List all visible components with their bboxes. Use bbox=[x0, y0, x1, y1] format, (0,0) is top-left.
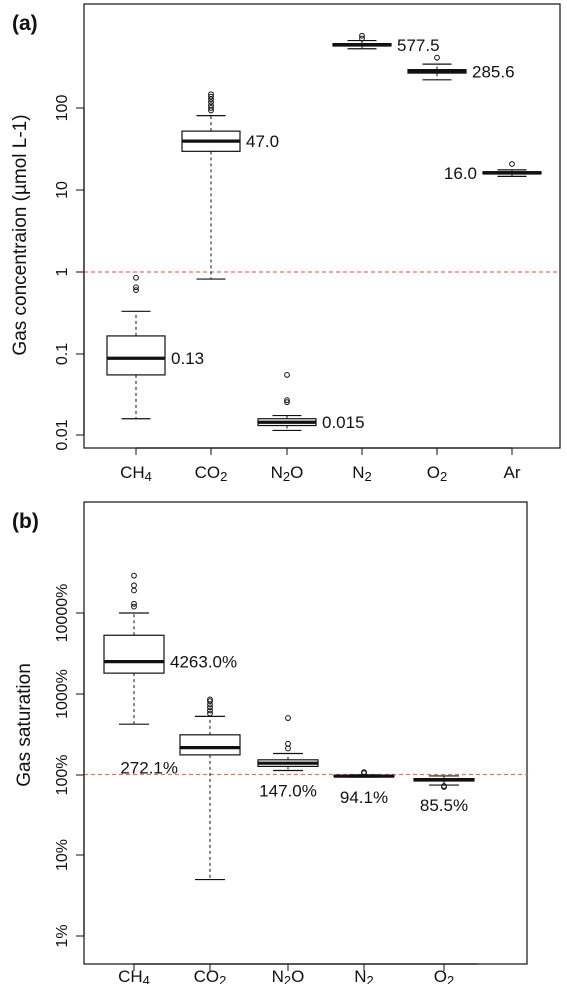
outlier-point bbox=[434, 54, 440, 61]
boxes: 4263.0% 272.1% 147.0% 94.1% 85.5% bbox=[103, 572, 475, 881]
box-iqr bbox=[179, 734, 241, 756]
outlier-point bbox=[133, 287, 139, 294]
outlier-point bbox=[131, 603, 137, 610]
x-tick-label: N2 bbox=[352, 463, 372, 484]
median-annotation: 285.6 bbox=[472, 62, 515, 81]
median-annotation: 147.0% bbox=[259, 782, 317, 801]
median-annotation: 47.0 bbox=[246, 132, 279, 151]
median-annotation: 577.5 bbox=[397, 36, 440, 55]
panel-b: (b) Gas saturation 1% 10% 100% 1000% 100… bbox=[12, 501, 528, 984]
box-iqr bbox=[103, 634, 165, 674]
box-plot: 285.6 bbox=[407, 54, 515, 81]
x-tick-label: N2 bbox=[354, 967, 374, 984]
outlier-point bbox=[284, 397, 290, 404]
panel-label: (a) bbox=[12, 12, 38, 35]
y-tick-label: 1% bbox=[54, 924, 71, 947]
y-axis-label: Gas concentraion (µmol L-1) bbox=[10, 114, 31, 355]
outlier-point bbox=[285, 715, 291, 721]
outlier-point bbox=[207, 707, 213, 714]
outlier-point bbox=[207, 698, 213, 705]
outlier-point bbox=[131, 572, 137, 579]
box-plot: 85.5% bbox=[413, 775, 475, 815]
outlier-point bbox=[285, 740, 291, 747]
median-annotation: 0.13 bbox=[171, 349, 204, 368]
outlier-point bbox=[359, 32, 365, 39]
outlier-point bbox=[208, 91, 214, 98]
y-tick-label: 1000% bbox=[54, 669, 71, 719]
outlier-point bbox=[131, 600, 137, 607]
outlier-point bbox=[207, 696, 213, 703]
panel-a: (a) Gas concentraion (µmol L-1) 0.01 0.1… bbox=[10, 3, 561, 484]
x-tick-label: O2 bbox=[434, 967, 454, 984]
outlier-point bbox=[441, 783, 447, 789]
median-annotation: 94.1% bbox=[340, 788, 388, 807]
outlier-point bbox=[133, 274, 139, 281]
outlier-point bbox=[133, 284, 139, 291]
x-tick-label: CO2 bbox=[195, 463, 228, 484]
outlier-point bbox=[131, 587, 137, 594]
y-axis: 0.01 0.1 1 10 100 bbox=[54, 95, 85, 451]
y-tick-label: 1 bbox=[54, 267, 71, 276]
y-tick-label: 10 bbox=[54, 181, 71, 199]
outlier-point bbox=[361, 769, 367, 776]
box-plot: 47.0 bbox=[181, 91, 279, 280]
y-tick-label: 100 bbox=[54, 95, 71, 122]
y-axis-label: Gas saturation bbox=[14, 663, 35, 787]
box-plot: 4263.0% bbox=[103, 572, 237, 725]
box-plot: 0.015 bbox=[257, 372, 365, 432]
x-tick-label: Ar bbox=[504, 463, 521, 482]
outlier-point bbox=[208, 93, 214, 100]
y-tick-label: 10000% bbox=[54, 584, 71, 643]
x-axis: CH4 CO2 N2O N2 O2 bbox=[118, 963, 478, 984]
boxes: 0.13 47.0 0.015 577.5 285.6 16.0 bbox=[106, 32, 542, 432]
outlier-point bbox=[359, 35, 365, 42]
x-tick-label: O2 bbox=[427, 463, 447, 484]
x-tick-label: N2O bbox=[271, 463, 304, 484]
outlier-point bbox=[207, 710, 213, 717]
outlier-point bbox=[284, 399, 290, 406]
x-tick-label: CH4 bbox=[118, 967, 150, 984]
x-tick-label: CO2 bbox=[194, 967, 227, 984]
x-axis: CH4 CO2 N2O N2 O2 Ar bbox=[120, 447, 521, 484]
y-tick-label: 0.01 bbox=[54, 419, 71, 450]
box-plot: 577.5 bbox=[332, 32, 440, 55]
box-iqr bbox=[106, 335, 166, 376]
x-tick-label: N2O bbox=[272, 967, 305, 984]
outlier-point bbox=[285, 745, 291, 752]
y-tick-label: 100% bbox=[54, 755, 71, 796]
y-tick-label: 10% bbox=[54, 839, 71, 871]
outlier-point bbox=[207, 704, 213, 711]
plot-frame bbox=[83, 501, 528, 965]
box-plot: 0.13 bbox=[106, 274, 204, 420]
box-plot: 94.1% bbox=[333, 769, 395, 807]
box-plot: 272.1% bbox=[120, 696, 241, 881]
outlier-point bbox=[284, 372, 290, 378]
outlier-point bbox=[509, 161, 515, 167]
outlier-point bbox=[131, 582, 137, 589]
box-plot: 147.0% bbox=[257, 715, 319, 801]
y-tick-label: 0.1 bbox=[54, 343, 71, 365]
median-annotation: 85.5% bbox=[420, 796, 468, 815]
outlier-point bbox=[208, 104, 214, 111]
y-axis: 1% 10% 100% 1000% 10000% bbox=[54, 584, 85, 948]
median-annotation: 16.0 bbox=[444, 164, 477, 183]
median-annotation: 0.015 bbox=[322, 413, 365, 432]
median-annotation: 272.1% bbox=[120, 759, 178, 778]
outlier-point bbox=[208, 99, 214, 106]
x-tick-label: CH4 bbox=[120, 463, 152, 484]
box-plot: 16.0 bbox=[444, 161, 542, 183]
outlier-point bbox=[208, 102, 214, 109]
median-annotation: 4263.0% bbox=[170, 653, 237, 672]
panel-label: (b) bbox=[12, 510, 39, 533]
